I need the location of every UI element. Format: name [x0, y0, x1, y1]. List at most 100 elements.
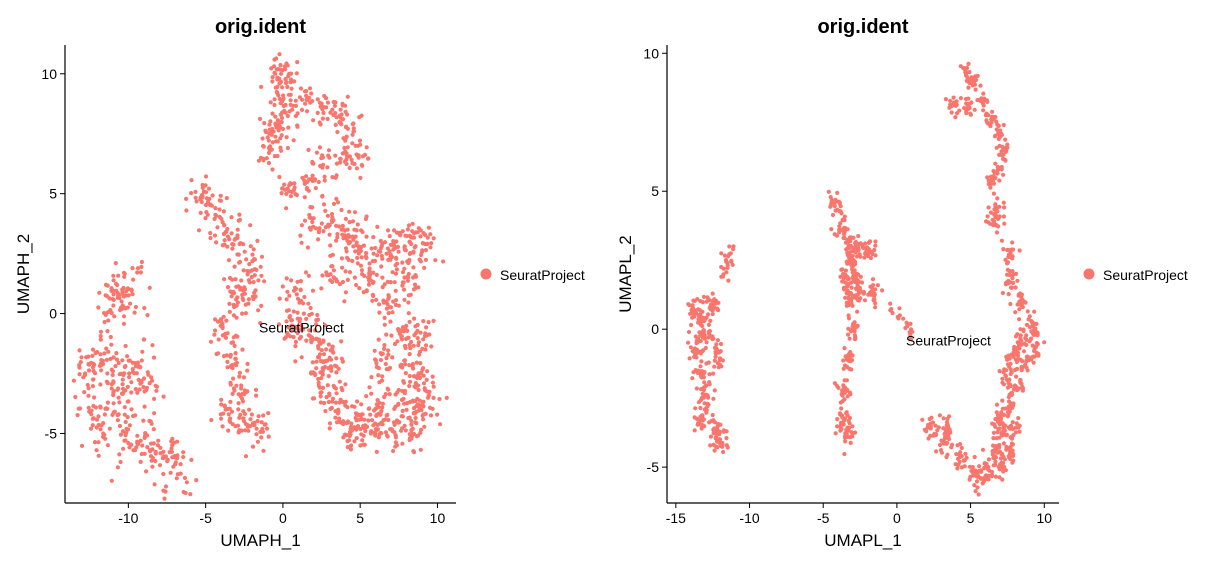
data-point: [692, 351, 697, 356]
x-tick-label: -10: [118, 510, 138, 526]
data-point: [835, 424, 840, 429]
data-point: [326, 148, 332, 153]
data-point: [374, 406, 379, 411]
data-point: [1017, 429, 1022, 434]
data-point: [829, 199, 834, 204]
data-point: [976, 492, 981, 497]
data-point: [993, 455, 999, 460]
data-point: [124, 426, 129, 431]
data-point: [310, 288, 316, 293]
data-point: [98, 334, 103, 339]
data-point: [370, 298, 375, 303]
data-point: [221, 209, 226, 214]
data-point: [231, 313, 236, 318]
data-point: [964, 111, 969, 116]
data-point: [313, 186, 318, 191]
data-point: [262, 422, 267, 427]
data-point: [299, 223, 304, 228]
data-point: [168, 470, 173, 475]
data-point: [321, 352, 327, 357]
data-point: [709, 307, 714, 312]
data-point: [229, 231, 234, 236]
data-point: [364, 251, 369, 256]
data-point: [376, 249, 381, 254]
data-point: [419, 427, 424, 432]
data-point: [988, 210, 994, 215]
data-point: [360, 163, 365, 168]
data-point: [322, 174, 327, 179]
data-point: [223, 407, 228, 412]
data-point: [247, 280, 252, 285]
data-point: [686, 329, 692, 335]
data-point: [125, 399, 130, 404]
data-point: [371, 235, 376, 240]
data-point: [1005, 145, 1010, 150]
data-point: [347, 165, 352, 171]
data-point: [267, 131, 272, 136]
data-point: [350, 132, 355, 137]
data-point: [141, 418, 146, 423]
data-point: [310, 219, 315, 225]
data-point: [999, 238, 1004, 243]
y-tick-label: 0: [49, 306, 57, 322]
data-point: [106, 318, 111, 323]
data-point: [934, 449, 939, 454]
x-tick-label: -15: [666, 510, 686, 526]
data-point: [253, 387, 259, 392]
data-point: [236, 401, 241, 406]
x-tick-label: 0: [893, 510, 901, 526]
data-point: [335, 129, 340, 135]
data-point: [339, 256, 344, 261]
data-point: [184, 208, 189, 213]
data-point: [96, 453, 101, 458]
data-point: [932, 433, 937, 438]
data-point: [224, 353, 229, 358]
data-point: [389, 333, 394, 338]
data-point: [988, 124, 993, 129]
legend: SeuratProject: [480, 267, 585, 283]
data-point: [971, 80, 976, 86]
data-point: [1010, 240, 1015, 245]
data-point: [258, 264, 263, 269]
data-point: [154, 388, 159, 393]
data-point: [392, 406, 397, 411]
data-point: [135, 390, 140, 395]
data-point: [897, 306, 902, 311]
data-point: [826, 189, 831, 194]
data-point: [997, 152, 1002, 157]
data-point: [273, 114, 278, 119]
data-point: [374, 272, 379, 277]
data-point: [151, 441, 156, 446]
data-point: [724, 436, 729, 441]
data-point: [94, 448, 99, 453]
data-point: [1003, 149, 1008, 154]
data-point: [1016, 357, 1021, 362]
data-point: [333, 277, 339, 282]
data-point: [259, 303, 264, 308]
data-point: [111, 355, 116, 360]
data-point: [418, 375, 423, 380]
data-point: [122, 412, 127, 417]
data-point: [706, 329, 711, 334]
data-point: [1033, 345, 1038, 350]
data-point: [79, 355, 84, 360]
data-point: [291, 138, 296, 143]
data-point: [852, 326, 857, 331]
data-point: [342, 145, 347, 151]
data-point: [411, 366, 416, 371]
data-point: [383, 430, 388, 435]
data-point: [948, 102, 953, 107]
data-point: [358, 142, 363, 147]
data-point: [939, 450, 944, 455]
data-point: [1001, 370, 1006, 375]
data-point: [226, 428, 231, 433]
data-point: [1008, 423, 1013, 428]
data-point: [703, 315, 708, 320]
data-point: [386, 348, 391, 353]
data-point: [371, 251, 376, 256]
data-point: [357, 138, 363, 143]
data-point: [844, 300, 849, 305]
data-point: [354, 427, 359, 432]
data-point: [972, 454, 977, 460]
data-point: [219, 323, 224, 328]
